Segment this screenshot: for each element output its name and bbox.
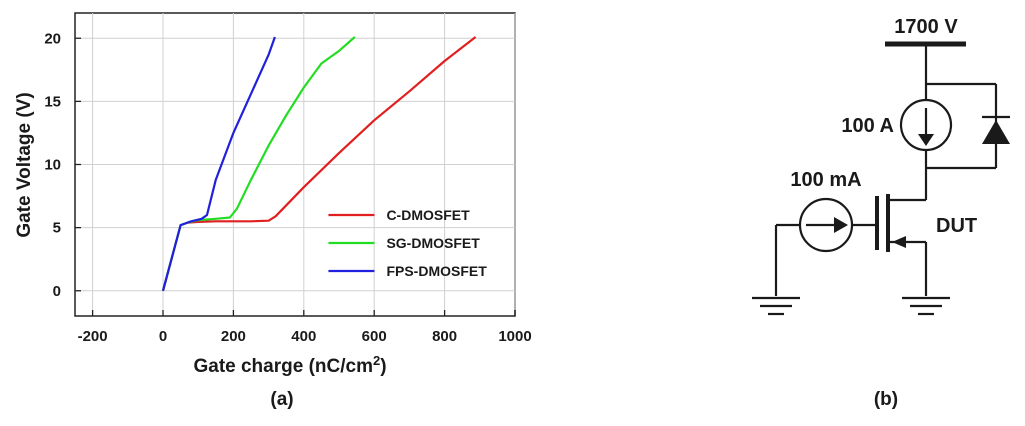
gate-charge-chart: -200 0 200 400 600 800 1000 0 5 10 15 20 C-DMOSFET S… [14,12,532,410]
gate-current-label: 100 mA [790,169,861,191]
series-line-fps-dmosfet [161,36,276,292]
grid [75,13,516,316]
legend-label: FPS-DMOSFET [386,263,487,279]
data-series [161,36,477,292]
test-circuit [752,41,1010,316]
y-tick-label: 15 [44,93,61,110]
y-tick-label: 20 [44,30,61,47]
diode-icon [982,120,1010,144]
x-axis-title-tail: ) [380,356,386,377]
dut-label: DUT [936,215,977,237]
ground-icon-left [752,296,800,316]
panel-label-b: (b) [874,389,898,410]
supply-voltage-label: 1700 V [894,16,958,38]
y-axis-title: Gate Voltage (V) [14,92,35,237]
x-axis-title: Gate charge (nC/cm2) [193,353,386,377]
mosfet-arrow [892,236,906,248]
y-tick-label: 5 [53,220,61,237]
ground-icon-right [902,296,950,316]
x-axis-title-superscript: 2 [373,353,380,368]
legend-label: C-DMOSFET [386,207,470,223]
legend: C-DMOSFET SG-DMOSFET FPS-DMOSFET [328,207,487,279]
x-tick-label: 800 [432,328,457,345]
axis-ticks: -200 0 200 400 600 800 1000 0 5 10 15 20 [44,30,531,345]
legend-label: SG-DMOSFET [386,235,480,251]
x-tick-label: 600 [362,328,387,345]
x-tick-label: 0 [159,328,167,345]
current-source-arrowhead [918,134,934,146]
current-source-label: 100 A [841,115,894,137]
y-tick-label: 10 [44,157,61,174]
panel-label-a: (a) [270,389,293,410]
gate-source-arrowhead [834,217,848,233]
x-tick-label: 400 [291,328,316,345]
x-tick-label: -200 [78,328,108,345]
x-tick-label: 1000 [498,328,531,345]
x-tick-label: 200 [221,328,246,345]
x-axis-title-main: Gate charge (nC/cm [193,356,373,377]
y-tick-label: 0 [53,283,61,300]
